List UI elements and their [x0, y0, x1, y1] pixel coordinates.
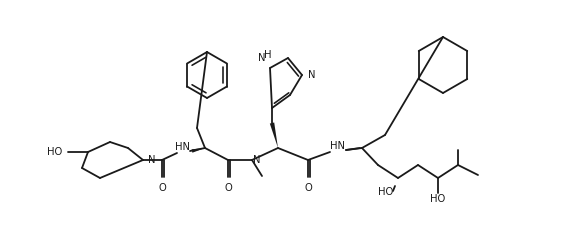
- Text: N: N: [258, 53, 266, 63]
- Polygon shape: [192, 148, 205, 153]
- Text: O: O: [304, 183, 312, 193]
- Text: N: N: [253, 155, 260, 165]
- Text: O: O: [158, 183, 166, 193]
- Text: HN: HN: [330, 141, 346, 151]
- Text: HN: HN: [176, 142, 191, 152]
- Text: H: H: [264, 50, 272, 60]
- Text: HO: HO: [378, 187, 393, 197]
- Text: N: N: [148, 155, 155, 165]
- Polygon shape: [270, 123, 278, 148]
- Text: HO: HO: [47, 147, 62, 157]
- Text: N: N: [308, 70, 315, 80]
- Text: O: O: [224, 183, 232, 193]
- Text: HO: HO: [430, 194, 445, 204]
